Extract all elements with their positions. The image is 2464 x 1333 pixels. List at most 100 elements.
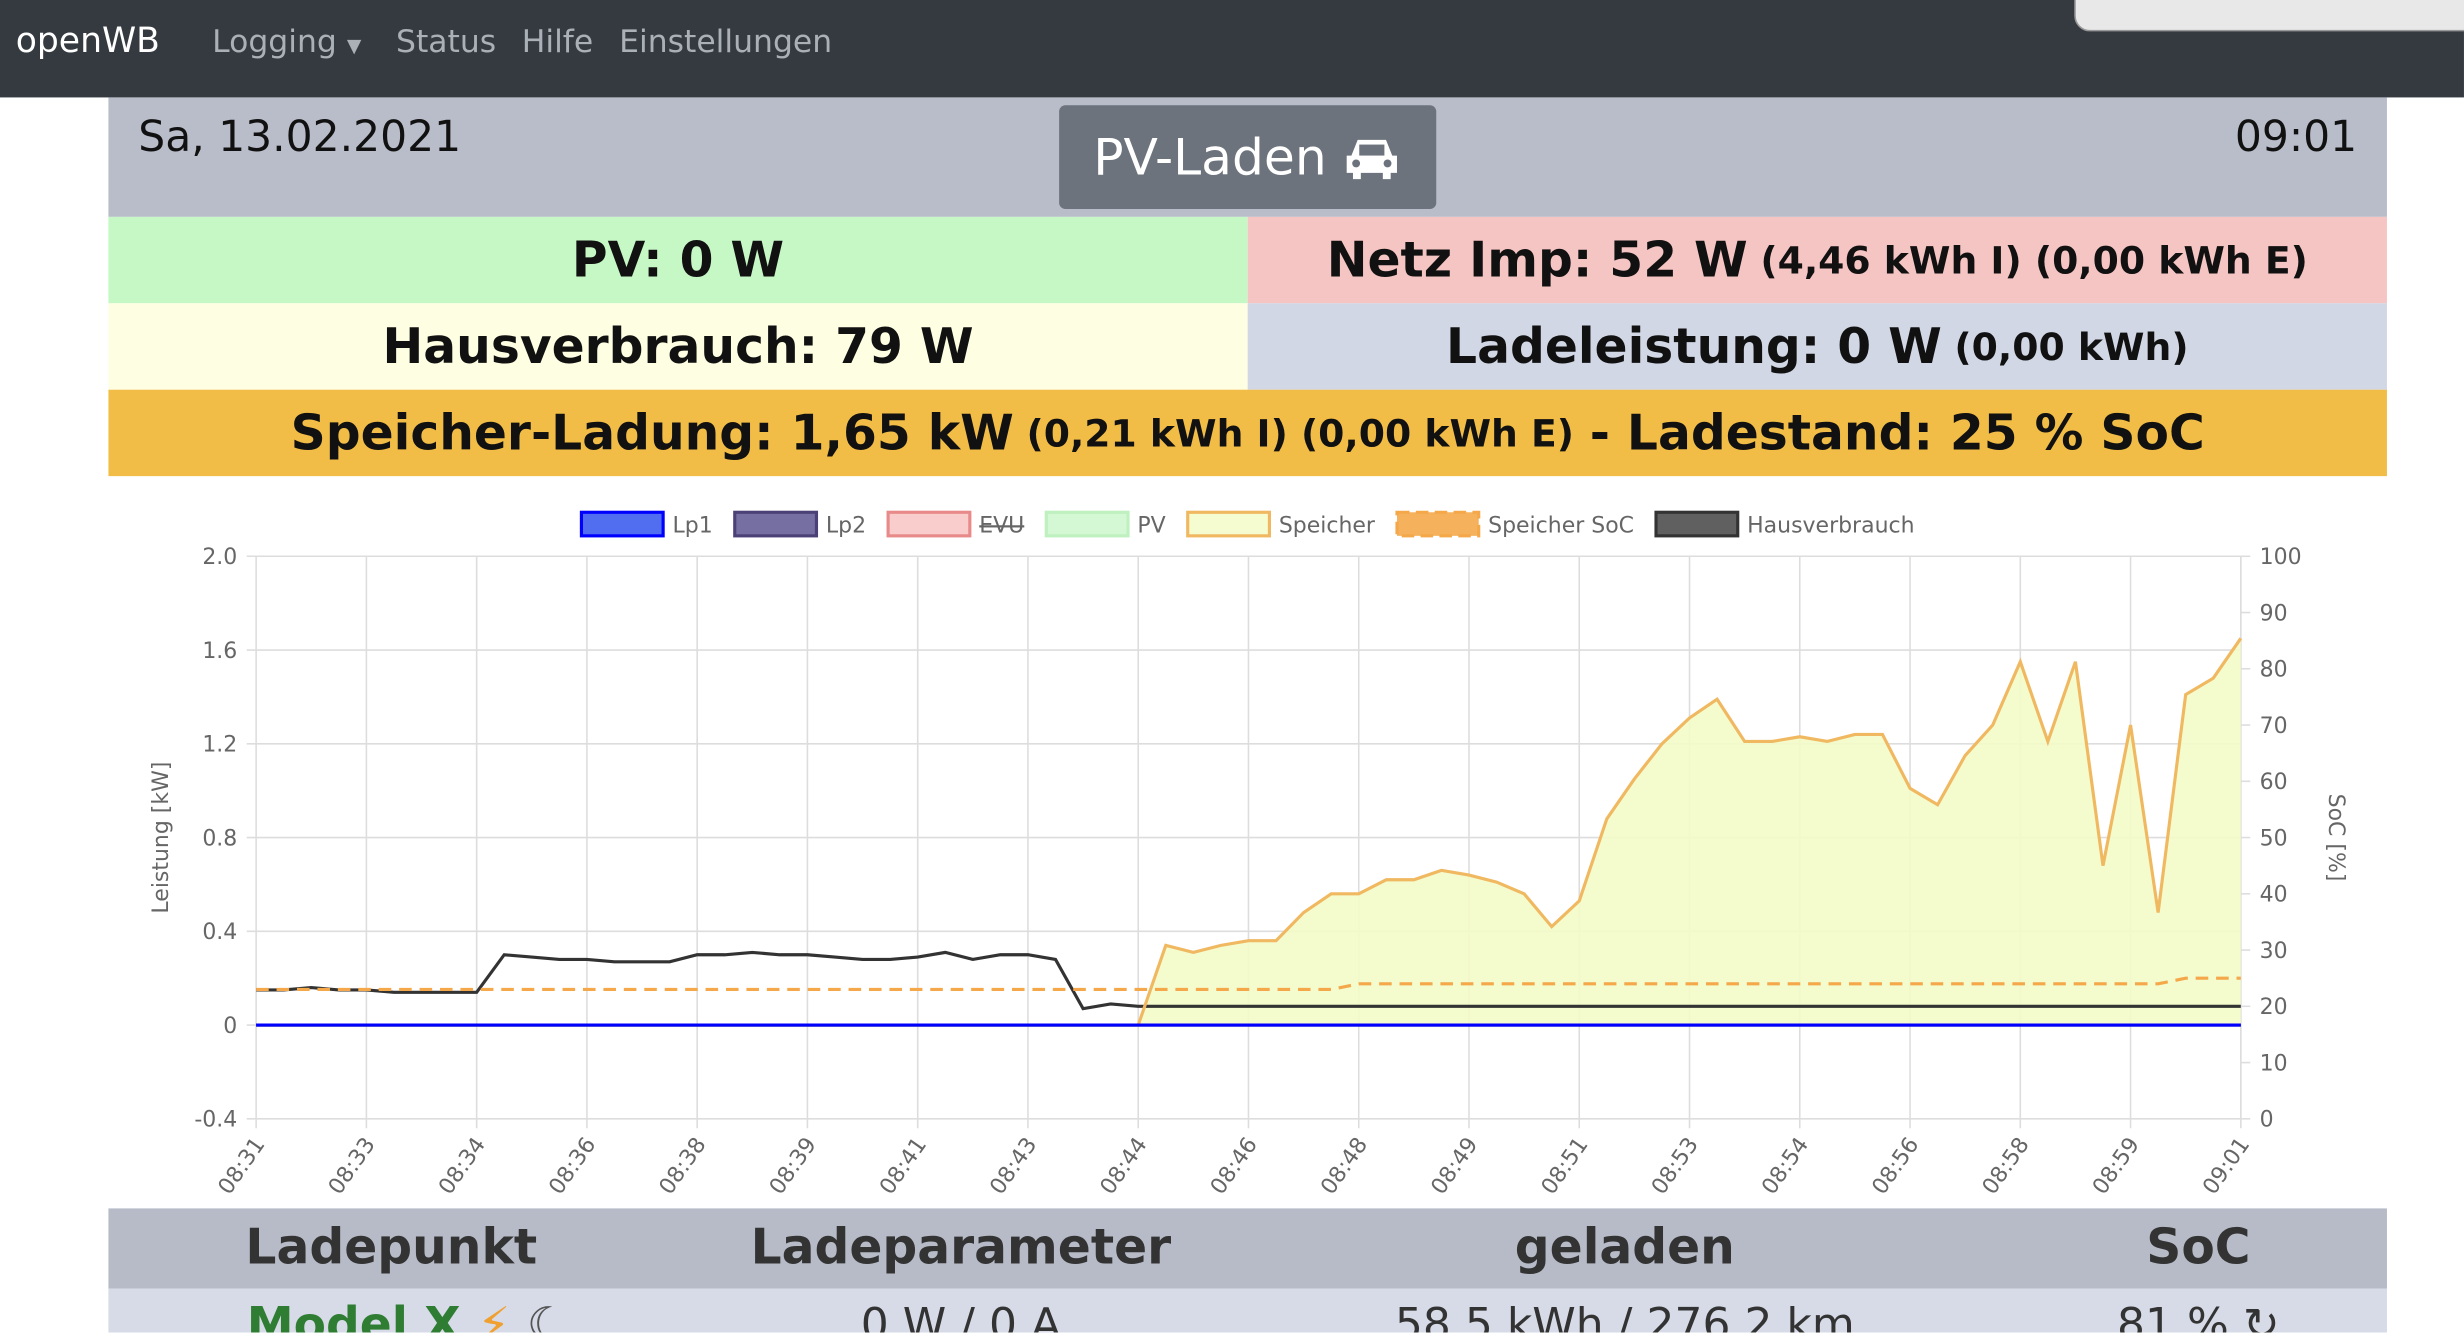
x-tick-label: 08:34 bbox=[434, 1133, 491, 1199]
x-tick-label: 08:46 bbox=[1206, 1133, 1263, 1199]
y2-tick-label: 100 bbox=[2260, 545, 2302, 570]
y-tick-label: 1.6 bbox=[202, 639, 237, 664]
car-icon bbox=[1347, 139, 1398, 180]
x-tick-label: 08:41 bbox=[875, 1133, 932, 1199]
x-tick-label: 08:33 bbox=[324, 1133, 381, 1199]
grid-text: Netz Imp: 52 W bbox=[1326, 231, 1748, 289]
moon-icon: ☾ bbox=[526, 1297, 569, 1333]
legend-label: Speicher SoC bbox=[1488, 514, 1634, 539]
y2-tick-label: 20 bbox=[2260, 995, 2288, 1020]
soc-value: 81 % bbox=[2117, 1297, 2229, 1333]
y-tick-label: 2.0 bbox=[202, 545, 237, 570]
cell: 58,5 kWh / 276,2 km bbox=[1394, 1297, 1855, 1333]
nav-item[interactable]: Status bbox=[395, 21, 497, 60]
y2-tick-label: 60 bbox=[2260, 770, 2288, 795]
legend-swatch bbox=[1395, 510, 1481, 538]
y2-tick-label: 90 bbox=[2260, 601, 2288, 626]
y2-tick-label: 80 bbox=[2260, 658, 2288, 683]
caret: ▼ bbox=[346, 34, 362, 57]
x-tick-label: 08:39 bbox=[765, 1133, 822, 1199]
legend-swatch bbox=[886, 510, 972, 538]
grid-cell: Netz Imp: 52 W (4,46 kWh I) (0,00 kWh E) bbox=[1247, 216, 2387, 304]
charge-detail: (0,00 kWh) bbox=[1954, 324, 2189, 369]
chart: -0.4 0 0.4 0.8 1.2 1.6 2.0 0 10 20 30 40 50 60 70 80 90 1… bbox=[149, 510, 2348, 1199]
legend-swatch bbox=[1044, 510, 1130, 538]
time: 09:01 bbox=[2234, 113, 2358, 162]
plug-icon: ⚡ bbox=[477, 1297, 511, 1333]
x-tick-label: 09:01 bbox=[2198, 1133, 2255, 1199]
x-tick-label: 08:59 bbox=[2088, 1133, 2145, 1199]
nav-item[interactable]: Einstellungen bbox=[619, 21, 833, 60]
x-tick-label: 08:31 bbox=[214, 1133, 271, 1199]
y-tick-label: 0.8 bbox=[202, 826, 237, 851]
navbar: openWB Logging ▼ Status Hilfe Einstellun… bbox=[0, 0, 2464, 98]
mode-label: PV-Laden bbox=[1093, 127, 1327, 187]
x-tick-label: 08:54 bbox=[1757, 1133, 1814, 1199]
table-row: Model X ⚡ ☾ 0 W / 0 A 58,5 kWh / 276,2 k… bbox=[108, 1288, 2387, 1333]
col-header: Ladepunkt bbox=[245, 1219, 538, 1276]
storage-detail: (0,21 kWh I) (0,00 kWh E) bbox=[1026, 410, 1575, 455]
mode-button[interactable]: PV-Laden bbox=[1059, 105, 1437, 209]
line bbox=[256, 950, 2241, 1011]
y2-tick-label: 50 bbox=[2260, 826, 2288, 851]
y2-tick-label: 30 bbox=[2260, 939, 2288, 964]
area bbox=[256, 638, 2241, 1026]
x-tick-label: 08:49 bbox=[1427, 1133, 1484, 1199]
x-tick-label: 08:58 bbox=[1978, 1133, 2035, 1199]
legend-label: Speicher bbox=[1279, 514, 1376, 539]
house-text: Hausverbrauch: 79 W bbox=[382, 318, 974, 375]
y-tick-label: 0 bbox=[223, 1014, 237, 1039]
nav-text: Logging bbox=[212, 21, 337, 60]
y2-tick-label: 0 bbox=[2260, 1108, 2274, 1133]
brand[interactable]: openWB bbox=[15, 21, 160, 62]
cell: 81 % ↻ bbox=[2073, 1298, 2324, 1333]
charge-text: Ladeleistung: 0 W bbox=[1446, 318, 1942, 375]
x-tick-label: 08:44 bbox=[1096, 1133, 1153, 1199]
legend-swatch bbox=[1186, 510, 1271, 538]
table-header: Ladepunkt Ladeparameter geladen SoC bbox=[108, 1208, 2387, 1289]
refresh-icon[interactable]: ↻ bbox=[2242, 1297, 2280, 1333]
legend-swatch bbox=[733, 510, 819, 538]
vehicle[interactable]: Model X ⚡ ☾ bbox=[203, 1298, 718, 1333]
x-tick-label: 08:36 bbox=[544, 1133, 601, 1199]
y-tick-label: 1.2 bbox=[202, 733, 237, 758]
date: Sa, 13.02.2021 bbox=[138, 113, 462, 162]
storage-soc: - Ladestand: 25 % SoC bbox=[1589, 404, 2205, 462]
vehicle-name: Model X bbox=[246, 1297, 461, 1333]
y-axis-label: Leistung [kW] bbox=[149, 762, 174, 914]
storage-text: Speicher-Ladung: 1,65 kW bbox=[290, 404, 1014, 462]
legend-swatch bbox=[1654, 510, 1740, 538]
x-tick-label: 08:51 bbox=[1537, 1133, 1594, 1199]
y2-tick-label: 10 bbox=[2260, 1051, 2288, 1076]
legend-label: Lp2 bbox=[826, 514, 866, 539]
cell: 0 W / 0 A bbox=[860, 1297, 1062, 1333]
house-cell: Hausverbrauch: 79 W bbox=[108, 303, 1248, 390]
line bbox=[256, 976, 2241, 992]
grid-detail: (4,46 kWh I) (0,00 kWh E) bbox=[1760, 238, 2308, 283]
x-tick-label: 08:56 bbox=[1868, 1133, 1925, 1199]
pv-text: PV: 0 W bbox=[571, 231, 785, 289]
header: Sa, 13.02.2021 PV-Laden 09:01 bbox=[108, 97, 2387, 217]
y-tick-label: 0.4 bbox=[202, 920, 237, 945]
y2-axis-label: SoC [%] bbox=[2323, 794, 2348, 882]
storage-cell: Speicher-Ladung: 1,65 kW (0,21 kWh I) (0,… bbox=[108, 389, 2387, 477]
col-header: SoC bbox=[2146, 1219, 2251, 1276]
legend-label: EVU bbox=[979, 514, 1024, 539]
nav-item[interactable]: Hilfe bbox=[521, 21, 594, 60]
pv-cell: PV: 0 W bbox=[108, 216, 1248, 304]
x-tick-label: 08:48 bbox=[1316, 1133, 1373, 1199]
popup-edge bbox=[2074, 0, 2464, 32]
y-tick-label: -0.4 bbox=[194, 1108, 237, 1133]
x-tick-label: 08:53 bbox=[1647, 1133, 1704, 1199]
legend-label: Lp1 bbox=[673, 514, 713, 539]
legend-label: PV bbox=[1137, 514, 1165, 539]
charge-cell: Ladeleistung: 0 W (0,00 kWh) bbox=[1247, 303, 2387, 390]
legend-swatch bbox=[579, 510, 665, 538]
x-tick-label: 08:38 bbox=[655, 1133, 712, 1199]
y2-tick-label: 40 bbox=[2260, 883, 2288, 908]
y2-tick-label: 70 bbox=[2260, 714, 2288, 739]
col-header: Ladeparameter bbox=[750, 1219, 1172, 1276]
nav-item[interactable]: Logging ▼ bbox=[212, 22, 361, 60]
